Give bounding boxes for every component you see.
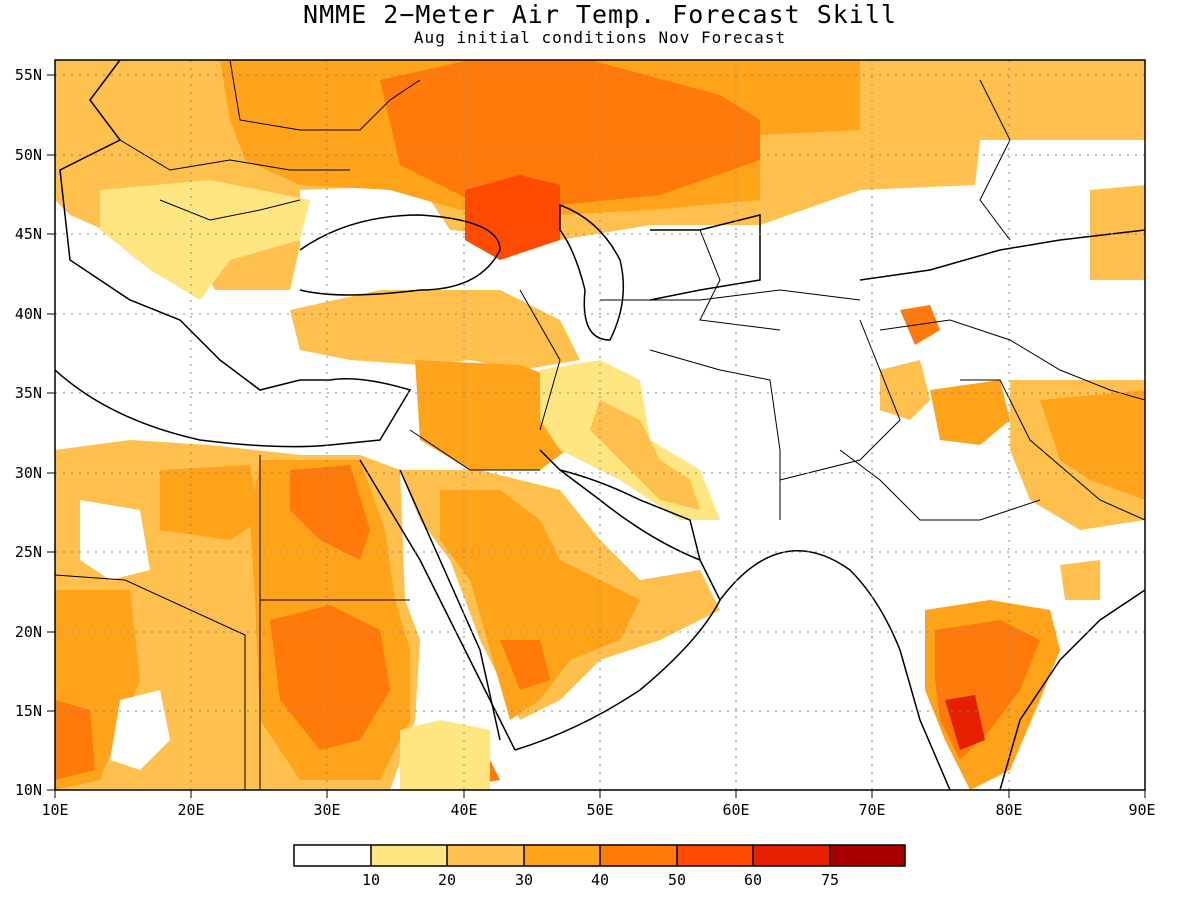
colorbar-bin [524,845,600,866]
skill-area-kashmir-core [900,305,940,345]
skill-area-arabia-core [440,490,640,720]
colorbar-label: 60 [744,871,762,889]
lon-label: 40E [450,801,477,819]
skill-area-africa-white2 [110,690,170,770]
skill-area-bay [1060,560,1100,600]
lon-label: 30E [313,801,340,819]
lat-label: 10N [15,781,42,799]
lat-label: 40N [15,305,42,323]
lat-label: 35N [15,384,42,402]
tick-marks [47,74,1146,798]
gridlines [55,60,1145,790]
borders [54,59,1146,790]
skill-area-egypt-west [160,465,260,540]
skill-area-tibet-core [1040,390,1145,500]
lon-axis-labels: 10E 20E 30E 40E 50E 60E 70E 80E 90E [41,801,1155,819]
lon-label: 10E [41,801,68,819]
colorbar-label: 10 [362,871,380,889]
colorbar-label: 40 [591,871,609,889]
map-subtitle: Aug initial conditions Nov Forecast [413,28,787,47]
lat-axis-labels: 55N 50N 45N 40N 35N 30N 25N 20N 15N 10N [15,66,42,799]
colorbar-bin [447,845,524,866]
skill-area-volga-core [465,175,560,260]
lat-label: 25N [15,543,42,561]
skill-area-turkey [290,290,580,370]
skill-area-levant [415,360,580,470]
colorbar-bin [753,845,830,866]
colorbar: 10 20 30 40 50 60 75 [293,844,906,889]
colorbar-bin [371,845,447,866]
lon-label: 20E [177,801,204,819]
lat-label: 50N [15,146,42,164]
lat-label: 30N [15,464,42,482]
map-title: NMME 2−Meter Air Temp. Forecast Skill [303,0,897,29]
coastlines [54,59,1146,791]
skill-area-africa-white1 [80,500,150,580]
lat-label: 20N [15,623,42,641]
lon-label: 50E [586,801,613,819]
lat-label: 45N [15,225,42,243]
lat-label: 15N [15,702,42,720]
colorbar-label: 20 [438,871,456,889]
lon-label: 80E [995,801,1022,819]
lon-label: 90E [1128,801,1155,819]
skill-area-yemen [500,640,550,690]
skill-shading [55,60,1145,790]
skill-area-egypt-core [290,465,370,560]
colorbar-bin [677,845,753,866]
colorbar-label: 30 [515,871,533,889]
skill-area-iran-mid [590,400,700,510]
skill-area-chad-core [55,700,95,780]
colorbar-label: 50 [668,871,686,889]
lon-label: 70E [858,801,885,819]
skill-area-volga [380,60,760,205]
lat-label: 55N [15,66,42,84]
skill-area-sudan [270,605,390,750]
lon-label: 60E [722,801,749,819]
skill-area-horn-light [400,720,490,790]
colorbar-label: 75 [821,871,839,889]
skill-area-deccan-peak [945,695,985,750]
colorbar-bin [830,845,905,866]
colorbar-bin [600,845,677,866]
skill-area-kashmir [880,360,930,420]
skill-area-nepal [930,380,1010,445]
colorbar-bin [294,845,371,866]
